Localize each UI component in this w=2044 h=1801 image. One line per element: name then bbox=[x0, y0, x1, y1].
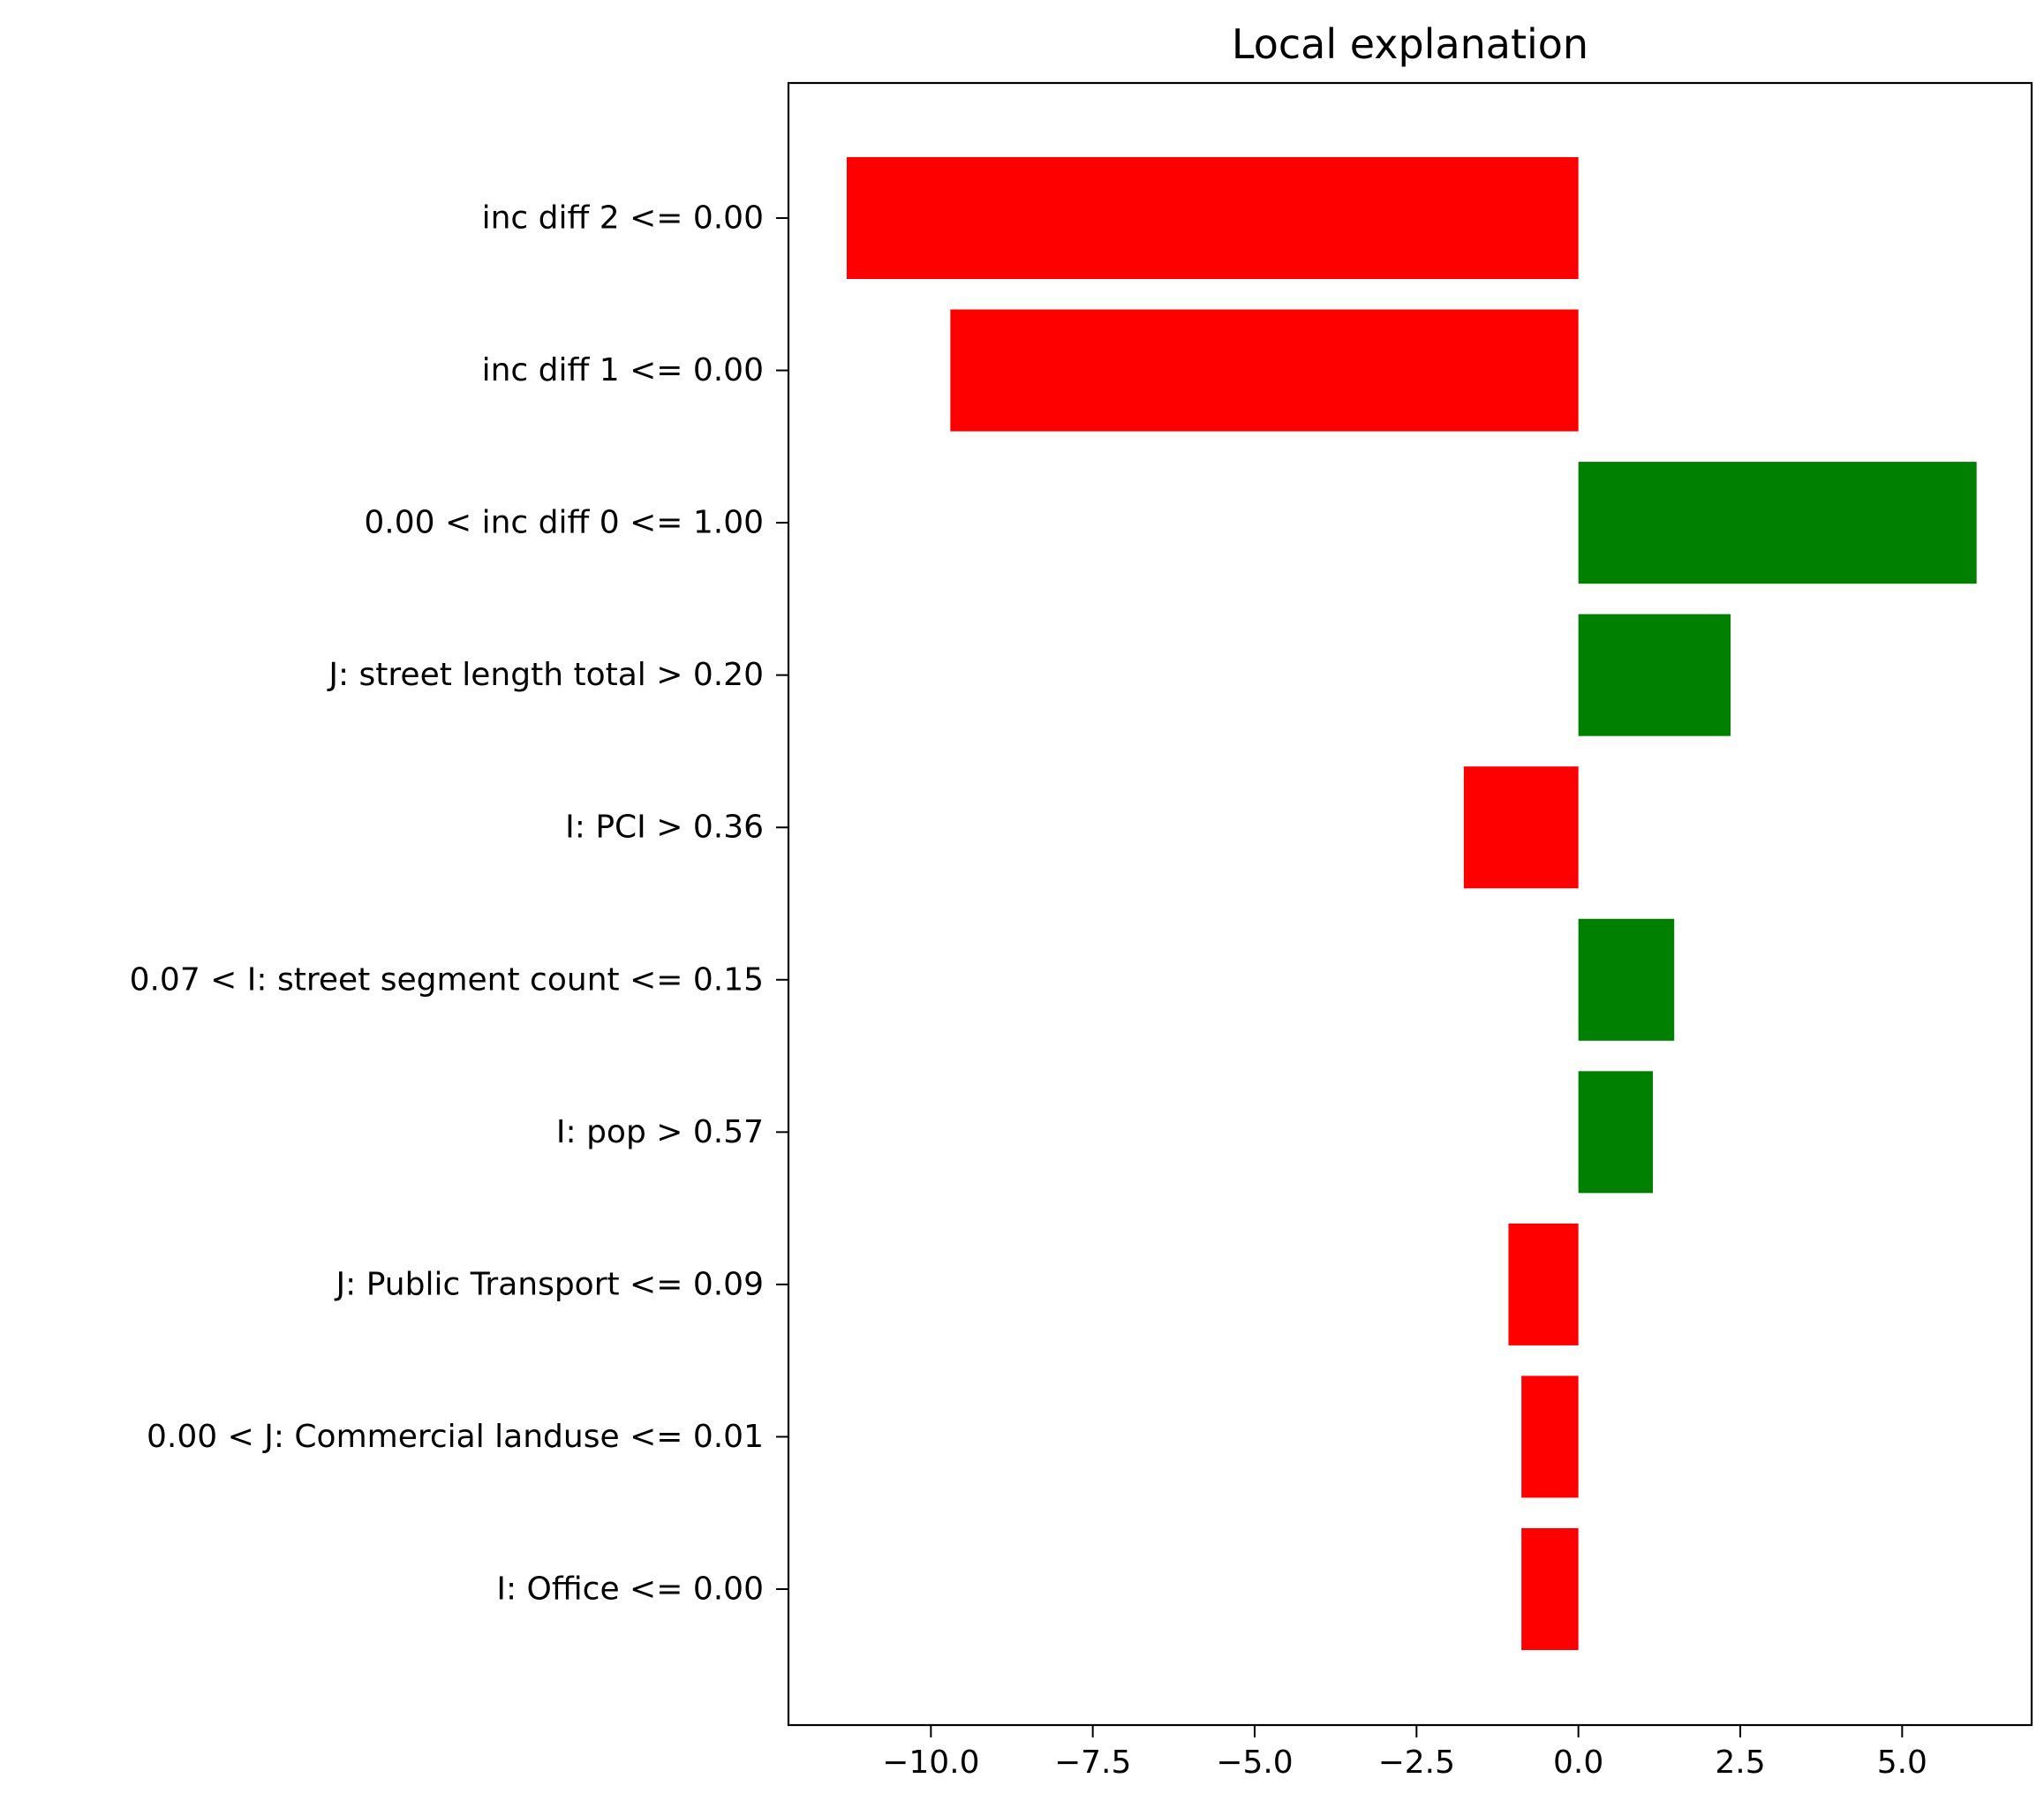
bar bbox=[1521, 1375, 1579, 1498]
y-tick-label: 0.00 < inc diff 0 <= 1.00 bbox=[364, 505, 764, 541]
x-tick-label: 2.5 bbox=[1715, 1744, 1765, 1781]
y-tick-label: J: Public Transport <= 0.09 bbox=[335, 1266, 764, 1302]
bar bbox=[1521, 1527, 1579, 1651]
bars-group bbox=[847, 156, 1977, 1651]
y-axis-ticks: inc diff 2 <= 0.00 inc diff 1 <= 0.00 0.00… bbox=[130, 200, 788, 1608]
x-tick-label: −7.5 bbox=[1054, 1744, 1131, 1781]
plot-frame bbox=[787, 81, 2033, 1727]
y-tick-label: inc diff 2 <= 0.00 bbox=[482, 200, 764, 237]
bar bbox=[1578, 614, 1731, 736]
bar bbox=[1578, 1071, 1653, 1194]
x-tick-label: −2.5 bbox=[1378, 1744, 1455, 1781]
y-tick-label: I: Office <= 0.00 bbox=[496, 1571, 764, 1608]
bar bbox=[950, 309, 1579, 432]
y-tick-label: 0.07 < I: street segment count <= 0.15 bbox=[130, 961, 764, 998]
bar bbox=[1578, 918, 1675, 1041]
bar bbox=[847, 156, 1579, 280]
y-tick-label: J: street length total > 0.20 bbox=[327, 657, 764, 693]
y-tick-label: inc diff 1 <= 0.00 bbox=[482, 352, 764, 388]
chart-title: Local explanation bbox=[1232, 20, 1588, 68]
bar bbox=[1578, 462, 1977, 584]
y-tick-label: 0.00 < J: Commercial landuse <= 0.01 bbox=[147, 1419, 764, 1455]
bar bbox=[1463, 766, 1579, 889]
y-tick-label: I: PCI > 0.36 bbox=[565, 810, 764, 846]
y-tick-label: I: pop > 0.57 bbox=[556, 1114, 764, 1150]
x-tick-label: −10.0 bbox=[882, 1744, 979, 1781]
x-axis-ticks: −10.0 −7.5 −5.0 −2.5 0.0 2.5 5.0 bbox=[882, 1725, 1927, 1781]
x-tick-label: −5.0 bbox=[1216, 1744, 1293, 1781]
x-tick-label: 5.0 bbox=[1877, 1744, 1927, 1781]
bar bbox=[1508, 1223, 1579, 1345]
x-tick-label: 0.0 bbox=[1553, 1744, 1603, 1781]
